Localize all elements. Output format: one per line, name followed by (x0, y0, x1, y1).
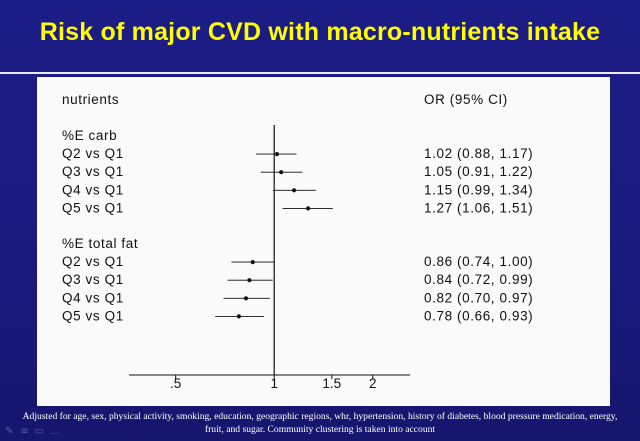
or-ci-text: 1.27 (1.06, 1.51) (424, 200, 533, 215)
point-estimate (306, 206, 311, 211)
footnote: Adjusted for age, sex, physical activity… (0, 410, 640, 436)
or-ci-text: 1.05 (0.91, 1.22) (424, 164, 533, 179)
forest-plot-panel: nutrients OR (95% CI) %E carb Q2 vs Q1 1.02 … (37, 77, 610, 406)
row-label: Q2 vs Q1 (62, 146, 124, 161)
slide-title: Risk of major CVD with macro-nutrients i… (39, 18, 601, 46)
row-label: Q3 vs Q1 (62, 272, 124, 287)
or-ci-text: 0.82 (0.70, 0.97) (424, 290, 533, 305)
group-label-1: %E carb (62, 128, 117, 143)
point-estimate (250, 260, 255, 265)
point-estimate (236, 314, 241, 319)
row-label: Q4 vs Q1 (62, 290, 124, 305)
x-tick-label: 1.5 (322, 376, 341, 391)
or-ci-text: 0.78 (0.66, 0.93) (424, 308, 533, 323)
footnote-line-2: fruit, and sugar. Community clustering i… (204, 424, 436, 435)
x-tick-label: 1 (270, 376, 278, 391)
or-ci-text: 1.02 (0.88, 1.17) (424, 146, 533, 161)
or-ci-text: 0.86 (0.74, 1.00) (424, 254, 533, 269)
or-ci-text: 0.84 (0.72, 0.99) (424, 272, 533, 287)
row-label: Q5 vs Q1 (62, 200, 124, 215)
forest-plot: nutrients OR (95% CI) %E carb Q2 vs Q1 1.02 … (62, 92, 533, 391)
more-icon[interactable]: … (49, 426, 60, 437)
slides-icon[interactable]: ▭ (34, 426, 45, 437)
title-divider (0, 72, 640, 74)
row-label: Q4 vs Q1 (62, 182, 124, 197)
row-label: Q3 vs Q1 (62, 164, 124, 179)
point-estimate (279, 170, 284, 175)
pen-icon[interactable]: ✎ (5, 426, 14, 437)
x-tick-label: 2 (369, 376, 377, 391)
or-ci-text: 1.15 (0.99, 1.34) (424, 182, 533, 197)
group-label-2: %E total fat (62, 236, 138, 251)
header-nutrients: nutrients (62, 92, 119, 107)
x-tick-label: .5 (170, 376, 181, 391)
row-label: Q2 vs Q1 (62, 254, 124, 269)
slide-controls: ✎ ≡ ▭ … (4, 426, 60, 438)
row-label: Q5 vs Q1 (62, 308, 124, 323)
point-estimate (291, 188, 297, 193)
point-estimate (274, 152, 280, 157)
menu-icon[interactable]: ≡ (20, 426, 29, 437)
header-or-ci: OR (95% CI) (424, 92, 508, 107)
point-estimate (243, 296, 249, 301)
point-estimate (247, 278, 252, 283)
footnote-line-1: Adjusted for age, sex, physical activity… (22, 411, 618, 422)
